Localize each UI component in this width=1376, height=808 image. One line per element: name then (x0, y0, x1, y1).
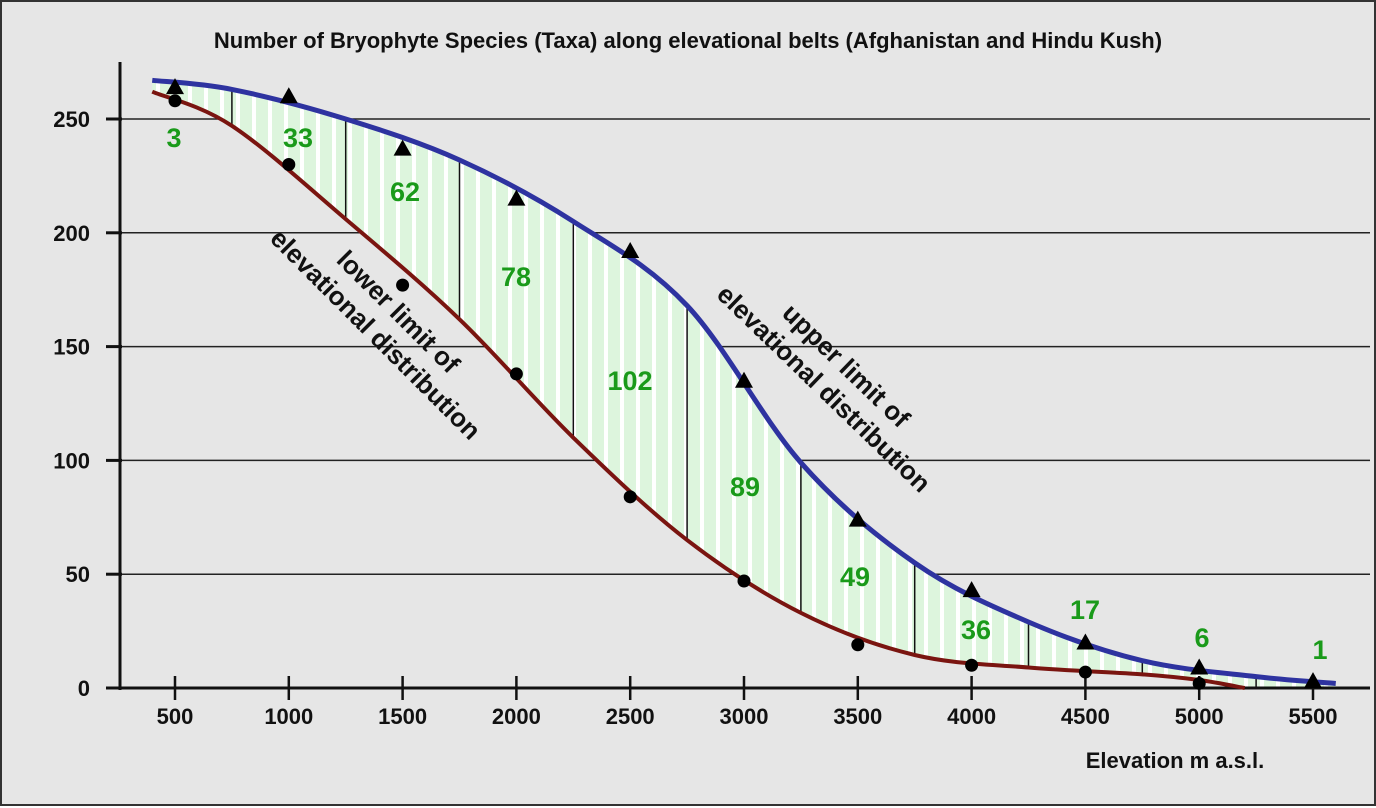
y-tick-label: 200 (53, 221, 90, 246)
data-markers (166, 78, 1322, 690)
belt-count-label: 33 (283, 123, 313, 153)
x-tick-label: 4000 (947, 704, 996, 729)
lower-limit-curve (151, 89, 1246, 690)
upper-limit-point (393, 139, 412, 156)
y-tick-label: 150 (53, 335, 90, 360)
chart-title: Number of Bryophyte Species (Taxa) along… (214, 28, 1162, 53)
y-tick-label: 0 (78, 676, 90, 701)
x-tick-label: 2000 (492, 704, 541, 729)
lower-limit-point (737, 574, 751, 588)
upper-limit-point (962, 581, 981, 598)
belt-count-label: 36 (961, 615, 991, 645)
upper-limit-point (166, 78, 184, 95)
upper-limit-point (507, 189, 526, 206)
lower-limit-point (965, 658, 979, 672)
upper-limit-point (279, 87, 298, 104)
belt-count-label: 1 (1312, 635, 1327, 665)
lower-limit-point (851, 638, 865, 652)
belt-count-label: 102 (607, 366, 652, 396)
lower-limit-point (168, 94, 182, 108)
x-tick-label: 5000 (1175, 704, 1224, 729)
lower-limit-point (509, 367, 523, 381)
x-tick-label: 3500 (833, 704, 882, 729)
upper-limit-point (621, 242, 640, 259)
x-tick-label: 5500 (1289, 704, 1338, 729)
belt-boundaries (231, 89, 1257, 688)
upper-limit-point (1076, 633, 1095, 650)
belt-count-label: 17 (1070, 595, 1100, 625)
upper-limit-point (1304, 672, 1322, 689)
belt-count-label: 6 (1194, 623, 1209, 653)
x-axis-label: Elevation m a.s.l. (1086, 748, 1265, 773)
belt-count-label: 62 (390, 177, 420, 207)
upper-limit-point (1190, 658, 1209, 675)
y-tick-label: 250 (53, 107, 90, 132)
x-tick-label: 500 (157, 704, 194, 729)
y-tick-label: 100 (53, 448, 90, 473)
belt-count-label: 89 (730, 472, 760, 502)
belt-count-label: 3 (166, 123, 181, 153)
x-tick-label: 4500 (1061, 704, 1110, 729)
y-tick-label: 50 (66, 562, 90, 587)
belt-count-label: 49 (840, 562, 870, 592)
x-tick-label: 1500 (378, 704, 427, 729)
lower-limit-point (282, 158, 296, 172)
lower-limit-point (1078, 665, 1092, 679)
lower-limit-point (1192, 676, 1206, 690)
lower-limit-point (396, 278, 410, 292)
x-tick-label: 1000 (264, 704, 313, 729)
x-tick-label: 2500 (606, 704, 655, 729)
x-tick-label: 3000 (720, 704, 769, 729)
upper-limit-point (735, 371, 753, 388)
belt-count-label: 78 (501, 262, 531, 292)
lower-limit-point (623, 490, 637, 504)
upper-limit-point (848, 510, 867, 527)
